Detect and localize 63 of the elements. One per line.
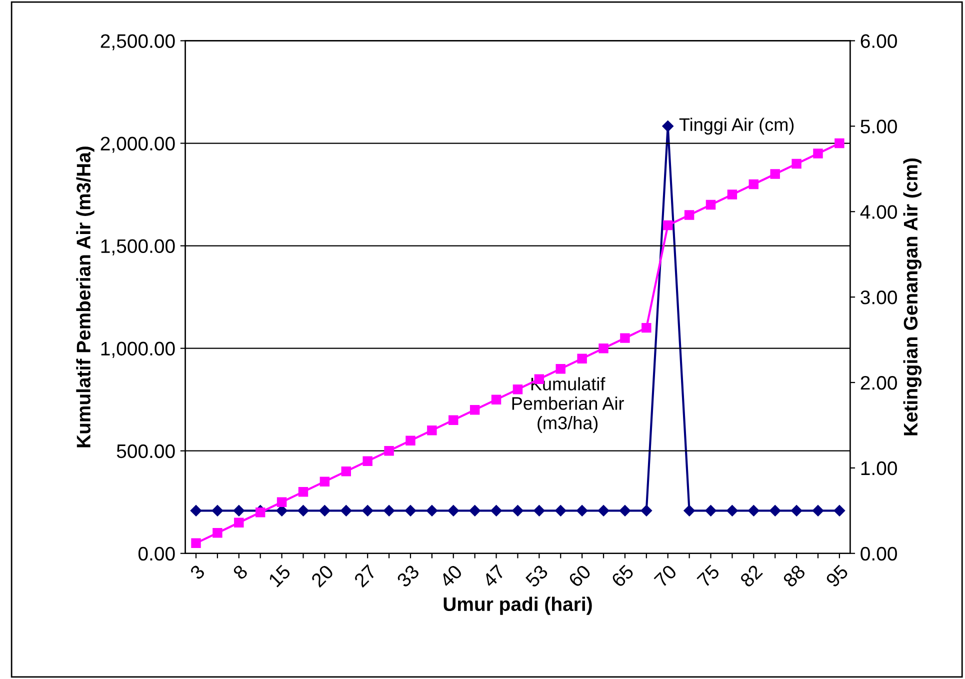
point bbox=[320, 476, 330, 486]
x-tick-label: 65 bbox=[610, 564, 634, 588]
y-tick-label: 0.00 bbox=[138, 546, 175, 561]
x-tick-label: 60 bbox=[568, 564, 592, 588]
point bbox=[792, 158, 802, 169]
x-tick-label: 15 bbox=[268, 564, 292, 588]
point bbox=[556, 364, 566, 374]
y-tick-label: 2,500.00 bbox=[100, 34, 175, 50]
x-tick-label: 8 bbox=[232, 564, 248, 580]
y2-tick-label: 5.00 bbox=[860, 120, 897, 134]
point bbox=[834, 138, 844, 148]
x-tick-label: 53 bbox=[524, 564, 549, 588]
point bbox=[642, 322, 652, 333]
point bbox=[362, 456, 372, 466]
x-tick-label: 47 bbox=[482, 564, 506, 588]
point bbox=[512, 384, 523, 394]
point bbox=[470, 404, 480, 415]
y2-tick-label: 2.00 bbox=[860, 376, 897, 390]
point bbox=[341, 466, 351, 476]
point bbox=[748, 179, 759, 190]
point bbox=[770, 169, 780, 179]
point bbox=[276, 497, 287, 507]
point bbox=[577, 354, 587, 364]
y2-tick-label: 0.00 bbox=[860, 546, 897, 561]
point bbox=[727, 190, 738, 200]
x-tick-label: 40 bbox=[438, 564, 463, 588]
point bbox=[191, 538, 201, 548]
point bbox=[598, 343, 608, 354]
y2-tick-label: 3.00 bbox=[860, 290, 897, 304]
x-tick-label: 33 bbox=[396, 564, 420, 588]
point bbox=[298, 487, 308, 497]
point bbox=[255, 508, 266, 518]
y-tick-label: 1,500.00 bbox=[101, 239, 175, 256]
point bbox=[427, 425, 437, 436]
y-tick-label: 2,000.00 bbox=[100, 136, 175, 153]
point bbox=[662, 220, 673, 230]
point bbox=[406, 436, 416, 446]
point bbox=[684, 210, 694, 220]
point bbox=[706, 200, 716, 210]
x-tick-label: 82 bbox=[739, 564, 764, 588]
x-tick-label: 95 bbox=[825, 564, 849, 588]
point bbox=[620, 333, 630, 343]
point bbox=[491, 394, 502, 404]
x-tick-label: 3 bbox=[189, 564, 206, 580]
y-tick-label: 1,000.00 bbox=[101, 342, 175, 358]
x-tick-label: 20 bbox=[310, 564, 334, 588]
y2-tick-label: 1.00 bbox=[861, 461, 897, 476]
y-axis-title: Kumulatif Pemberian Air (m3/Ha) bbox=[76, 146, 94, 448]
point bbox=[448, 415, 458, 425]
point bbox=[234, 518, 244, 528]
y2-tick-label: 6.00 bbox=[860, 34, 897, 48]
x-tick-label: 70 bbox=[654, 564, 678, 588]
point bbox=[212, 528, 222, 538]
x-tick-label: 88 bbox=[782, 564, 806, 588]
point bbox=[813, 148, 823, 158]
x-tick-label: 27 bbox=[353, 564, 377, 588]
point bbox=[384, 446, 394, 456]
x-tick-label: 75 bbox=[696, 564, 720, 588]
x-axis-title: Umur padi (hari) bbox=[444, 596, 592, 615]
y-tick-label: 500.00 bbox=[116, 444, 175, 458]
y2-tick-label: 4.00 bbox=[860, 205, 897, 219]
y2-axis-title: Ketinggian Genangan Air (cm) bbox=[903, 158, 922, 436]
series-label: Tinggi Air (cm) bbox=[679, 118, 794, 135]
